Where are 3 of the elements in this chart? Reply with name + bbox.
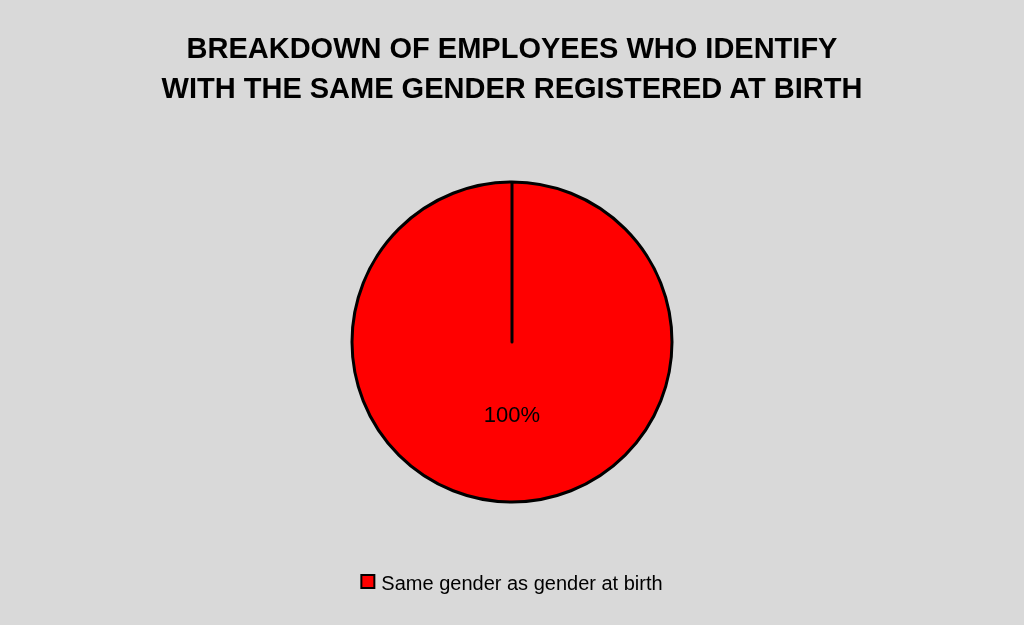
legend-label: Same gender as gender at birth <box>381 572 663 594</box>
data-label: 100% <box>483 401 541 427</box>
chart-title: BREAKDOWN OF EMPLOYEES WHO IDENTIFY WITH THE SAME GENDER REGISTERED AT BIRTH <box>161 32 863 104</box>
